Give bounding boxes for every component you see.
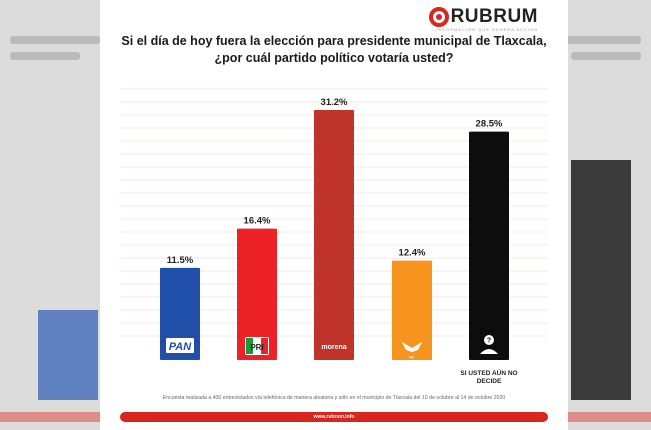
bar-chart: 11.5% 16.4% 31.2% 12.4% 28.5% PAN PRI morena MC?…: [160, 97, 518, 385]
tick-label-pri: PRI: [250, 343, 263, 352]
chart-title: Si el día de hoy fuera la elección para …: [121, 34, 547, 65]
tick-label-morena: morena: [321, 344, 346, 351]
tick-label-pan: PAN: [169, 341, 192, 353]
background-blur-shape: [10, 52, 80, 60]
brand-tagline: INFORMACIÓN QUE GENERA ACCIÓN: [436, 27, 538, 32]
person-body-icon: [480, 349, 498, 354]
background-blur-bar: [571, 160, 631, 400]
bar-0: [160, 267, 200, 360]
bar-3: [392, 260, 432, 360]
pri-logo-green: [246, 338, 253, 354]
background-blur-shape: [571, 52, 641, 60]
bar-4: [469, 131, 509, 360]
footnote: Encuesta realizada a 400 entrevistados v…: [162, 395, 506, 401]
bar-2: [314, 110, 354, 360]
data-label: 11.5%: [167, 255, 194, 266]
tick-label-undecided: SI USTED AÚN NO DECIDE: [460, 368, 517, 385]
pri-logo-red: [261, 338, 268, 354]
footer-bar[interactable]: www.rubrum.info: [120, 412, 548, 422]
mc-eagle-icon: [402, 342, 422, 352]
background-blur-bar: [38, 310, 98, 400]
question-mark-icon: ?: [487, 338, 491, 345]
pan-logo-box: [166, 338, 194, 353]
background-blur-shape: [551, 36, 641, 44]
logo-ring-icon: [428, 7, 449, 27]
tick-label-mc: MC: [410, 356, 416, 360]
data-label: 16.4%: [244, 216, 271, 227]
person-head-icon: [484, 335, 494, 345]
data-label: 12.4%: [399, 248, 426, 259]
bar-1: [237, 228, 277, 360]
brand-logo: RUBRUM: [428, 6, 538, 28]
data-label: 31.2%: [321, 97, 348, 108]
footer-url[interactable]: www.rubrum.info: [313, 414, 355, 420]
data-label: 28.5%: [476, 119, 503, 130]
infographic-card: RUBRUM INFORMACIÓN QUE GENERA ACCIÓN Si …: [100, 0, 568, 430]
brand-name: RUBRUM: [450, 6, 538, 27]
background-blur-shape: [10, 36, 100, 44]
